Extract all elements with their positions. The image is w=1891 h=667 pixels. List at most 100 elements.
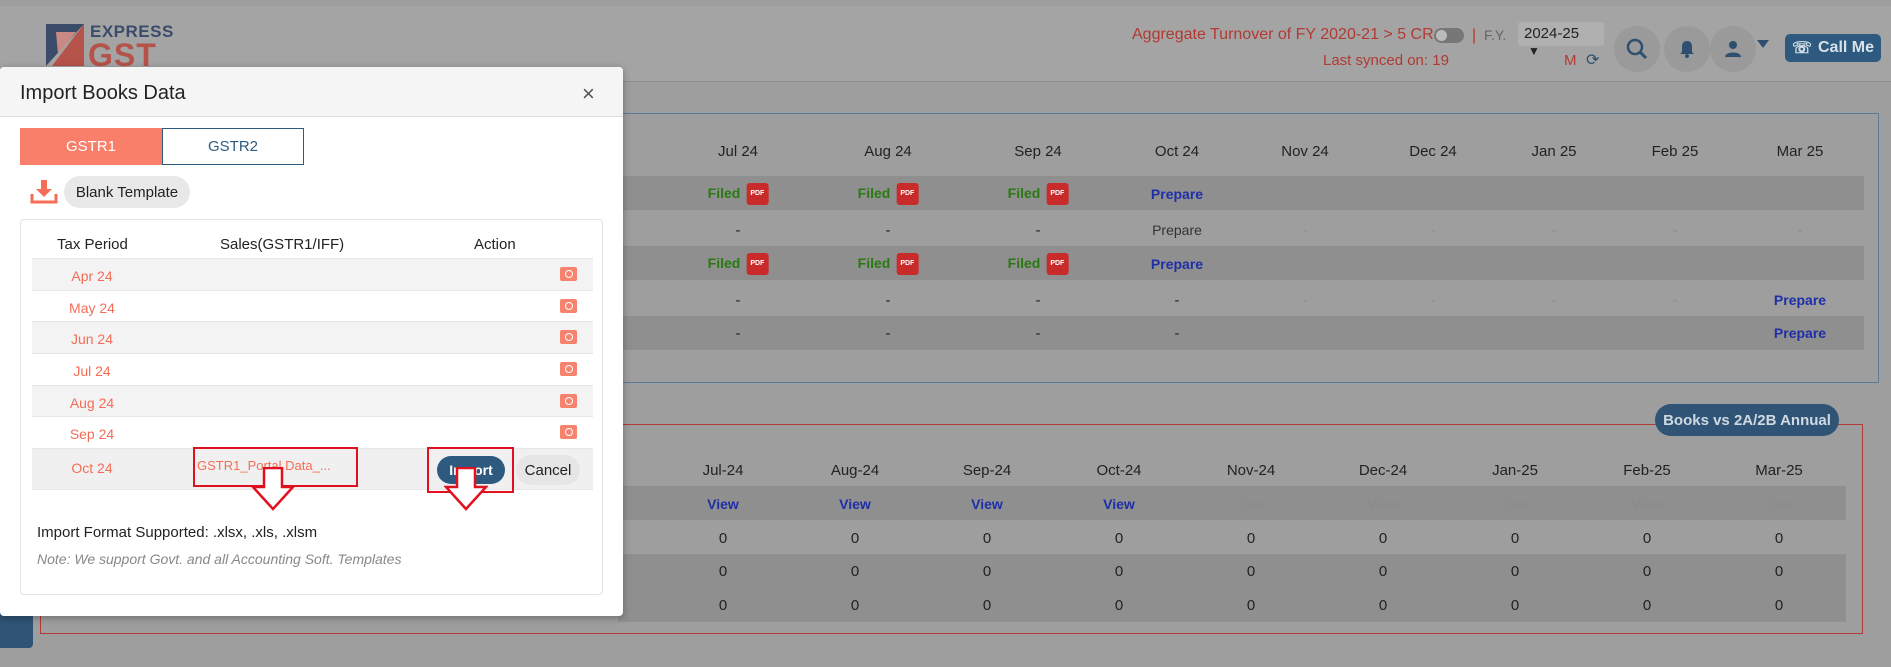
month-header: Nov 24 xyxy=(1281,143,1329,160)
value-cell: 0 xyxy=(1642,530,1652,547)
value-cell: 0 xyxy=(718,597,728,614)
blank-template-button[interactable]: Blank Template xyxy=(64,176,190,208)
empty-cell: - xyxy=(1430,325,1436,342)
down-arrow-annotation-icon xyxy=(444,467,488,511)
cancel-button[interactable]: Cancel xyxy=(516,455,580,486)
month-header: Jul-24 xyxy=(702,462,744,479)
prepare-link[interactable]: Prepare xyxy=(1773,292,1827,308)
pdf-icon[interactable]: PDF xyxy=(1046,183,1069,205)
month-header: Jan 25 xyxy=(1531,143,1577,160)
books-row-shade xyxy=(618,588,1846,622)
filed-status[interactable]: Filed PDF xyxy=(858,183,919,205)
user-menu-button[interactable] xyxy=(1710,26,1756,72)
fy-value: 2024-25 xyxy=(1524,25,1580,42)
month-header: Sep 24 xyxy=(1014,143,1062,160)
filed-status[interactable]: Filed PDF xyxy=(1008,253,1069,275)
express-gst-logo[interactable]: EXPRESS GST xyxy=(46,20,173,73)
empty-cell: - xyxy=(1302,186,1308,203)
turnover-toggle[interactable] xyxy=(1434,28,1464,43)
view-link[interactable]: View xyxy=(707,496,739,512)
value-cell: 0 xyxy=(1246,530,1256,547)
returns-row-shade xyxy=(618,176,1864,210)
table-row: Sep 24 xyxy=(32,416,593,448)
empty-cell: - xyxy=(1672,325,1678,342)
sync-icon[interactable]: ⟳ xyxy=(1586,52,1600,69)
month-header: Aug-24 xyxy=(830,462,880,479)
prepare-link[interactable]: Prepare xyxy=(1773,325,1827,341)
fy-select[interactable]: 2024-25 ▼ xyxy=(1518,22,1604,58)
tab-gstr2[interactable]: GSTR2 xyxy=(162,128,304,165)
empty-cell: - xyxy=(1430,222,1436,239)
last-synced-text: Last synced on: 19 xyxy=(1323,52,1449,69)
value-cell: 0 xyxy=(850,597,860,614)
tax-period-cell: Apr 24 xyxy=(71,268,113,284)
empty-cell: - xyxy=(735,325,741,342)
logo-mark-icon xyxy=(46,24,84,66)
upload-file-icon[interactable] xyxy=(560,425,577,440)
table-row: Oct 24 GSTR1_Portal Data_... Import Canc… xyxy=(32,447,593,494)
value-cell: 0 xyxy=(718,530,728,547)
last-synced-suffix: M xyxy=(1564,52,1577,69)
empty-cell: - xyxy=(1035,325,1041,342)
empty-cell: - xyxy=(1035,292,1041,309)
prepare-link[interactable]: Prepare xyxy=(1152,222,1202,238)
pdf-icon[interactable]: PDF xyxy=(896,183,919,205)
filed-status[interactable]: Filed PDF xyxy=(708,253,769,275)
empty-cell: - xyxy=(1551,256,1557,273)
month-header: Jul 24 xyxy=(717,143,759,160)
tab-gstr1[interactable]: GSTR1 xyxy=(20,128,162,165)
month-header: Oct 24 xyxy=(1154,143,1200,160)
pdf-icon[interactable]: PDF xyxy=(896,253,919,275)
upload-file-icon[interactable] xyxy=(560,267,577,281)
tax-period-cell: Aug 24 xyxy=(69,394,115,411)
call-me-button[interactable]: ☏ Call Me xyxy=(1785,34,1881,62)
filed-status[interactable]: Filed PDF xyxy=(708,183,769,205)
fy-label: F.Y. xyxy=(1484,27,1507,43)
close-icon[interactable]: × xyxy=(582,81,595,106)
value-cell: 0 xyxy=(850,563,860,580)
empty-cell: - xyxy=(1302,256,1308,273)
search-button[interactable] xyxy=(1614,26,1660,72)
pdf-icon[interactable]: PDF xyxy=(746,183,769,205)
pdf-icon[interactable]: PDF xyxy=(1046,253,1069,275)
value-cell: 0 xyxy=(1642,563,1652,580)
view-link[interactable]: View xyxy=(971,496,1003,512)
books-vs-2a-badge[interactable]: Books vs 2A/2B Annual xyxy=(1655,404,1839,436)
import-table: Tax Period Sales(GSTR1/IFF) Action Apr 2… xyxy=(20,219,603,595)
pdf-icon[interactable]: PDF xyxy=(746,253,769,275)
table-row: Aug 24 xyxy=(32,384,593,417)
empty-cell: - xyxy=(1302,325,1308,342)
view-link[interactable]: View xyxy=(1103,496,1135,512)
month-header: Dec-24 xyxy=(1358,462,1408,479)
prepare-link[interactable]: Prepare xyxy=(1150,256,1204,272)
empty-cell: - xyxy=(1551,292,1557,309)
tax-period-cell: May 24 xyxy=(69,299,115,316)
empty-cell: - xyxy=(1551,325,1557,342)
empty-cell: - xyxy=(1551,186,1557,203)
empty-cell: - xyxy=(1302,222,1308,239)
view-link[interactable]: View xyxy=(839,496,871,512)
view-link: View xyxy=(1366,496,1400,513)
user-menu-caret-icon[interactable] xyxy=(1757,40,1769,48)
month-header: Mar-25 xyxy=(1755,462,1803,479)
user-icon xyxy=(1725,41,1741,57)
books-row-shade xyxy=(618,486,1846,520)
search-icon xyxy=(1626,38,1648,60)
filed-status[interactable]: Filed PDF xyxy=(1008,183,1069,205)
download-icon[interactable] xyxy=(30,180,58,204)
filed-status[interactable]: Filed PDF xyxy=(858,253,919,275)
upload-file-icon[interactable] xyxy=(560,393,577,408)
empty-cell: - xyxy=(885,222,891,239)
month-header: Dec 24 xyxy=(1409,143,1457,160)
notifications-button[interactable] xyxy=(1664,26,1710,72)
value-cell: 0 xyxy=(1774,597,1784,614)
empty-cell: - xyxy=(1430,292,1436,309)
empty-cell: - xyxy=(1551,222,1557,239)
prepare-link[interactable]: Prepare xyxy=(1150,186,1204,202)
upload-file-icon[interactable] xyxy=(560,330,577,345)
upload-file-icon[interactable] xyxy=(560,298,577,313)
upload-file-icon[interactable] xyxy=(560,362,577,377)
month-header: Oct-24 xyxy=(1096,462,1142,479)
column-header-action: Action xyxy=(474,236,516,253)
value-cell: 0 xyxy=(1510,530,1520,547)
